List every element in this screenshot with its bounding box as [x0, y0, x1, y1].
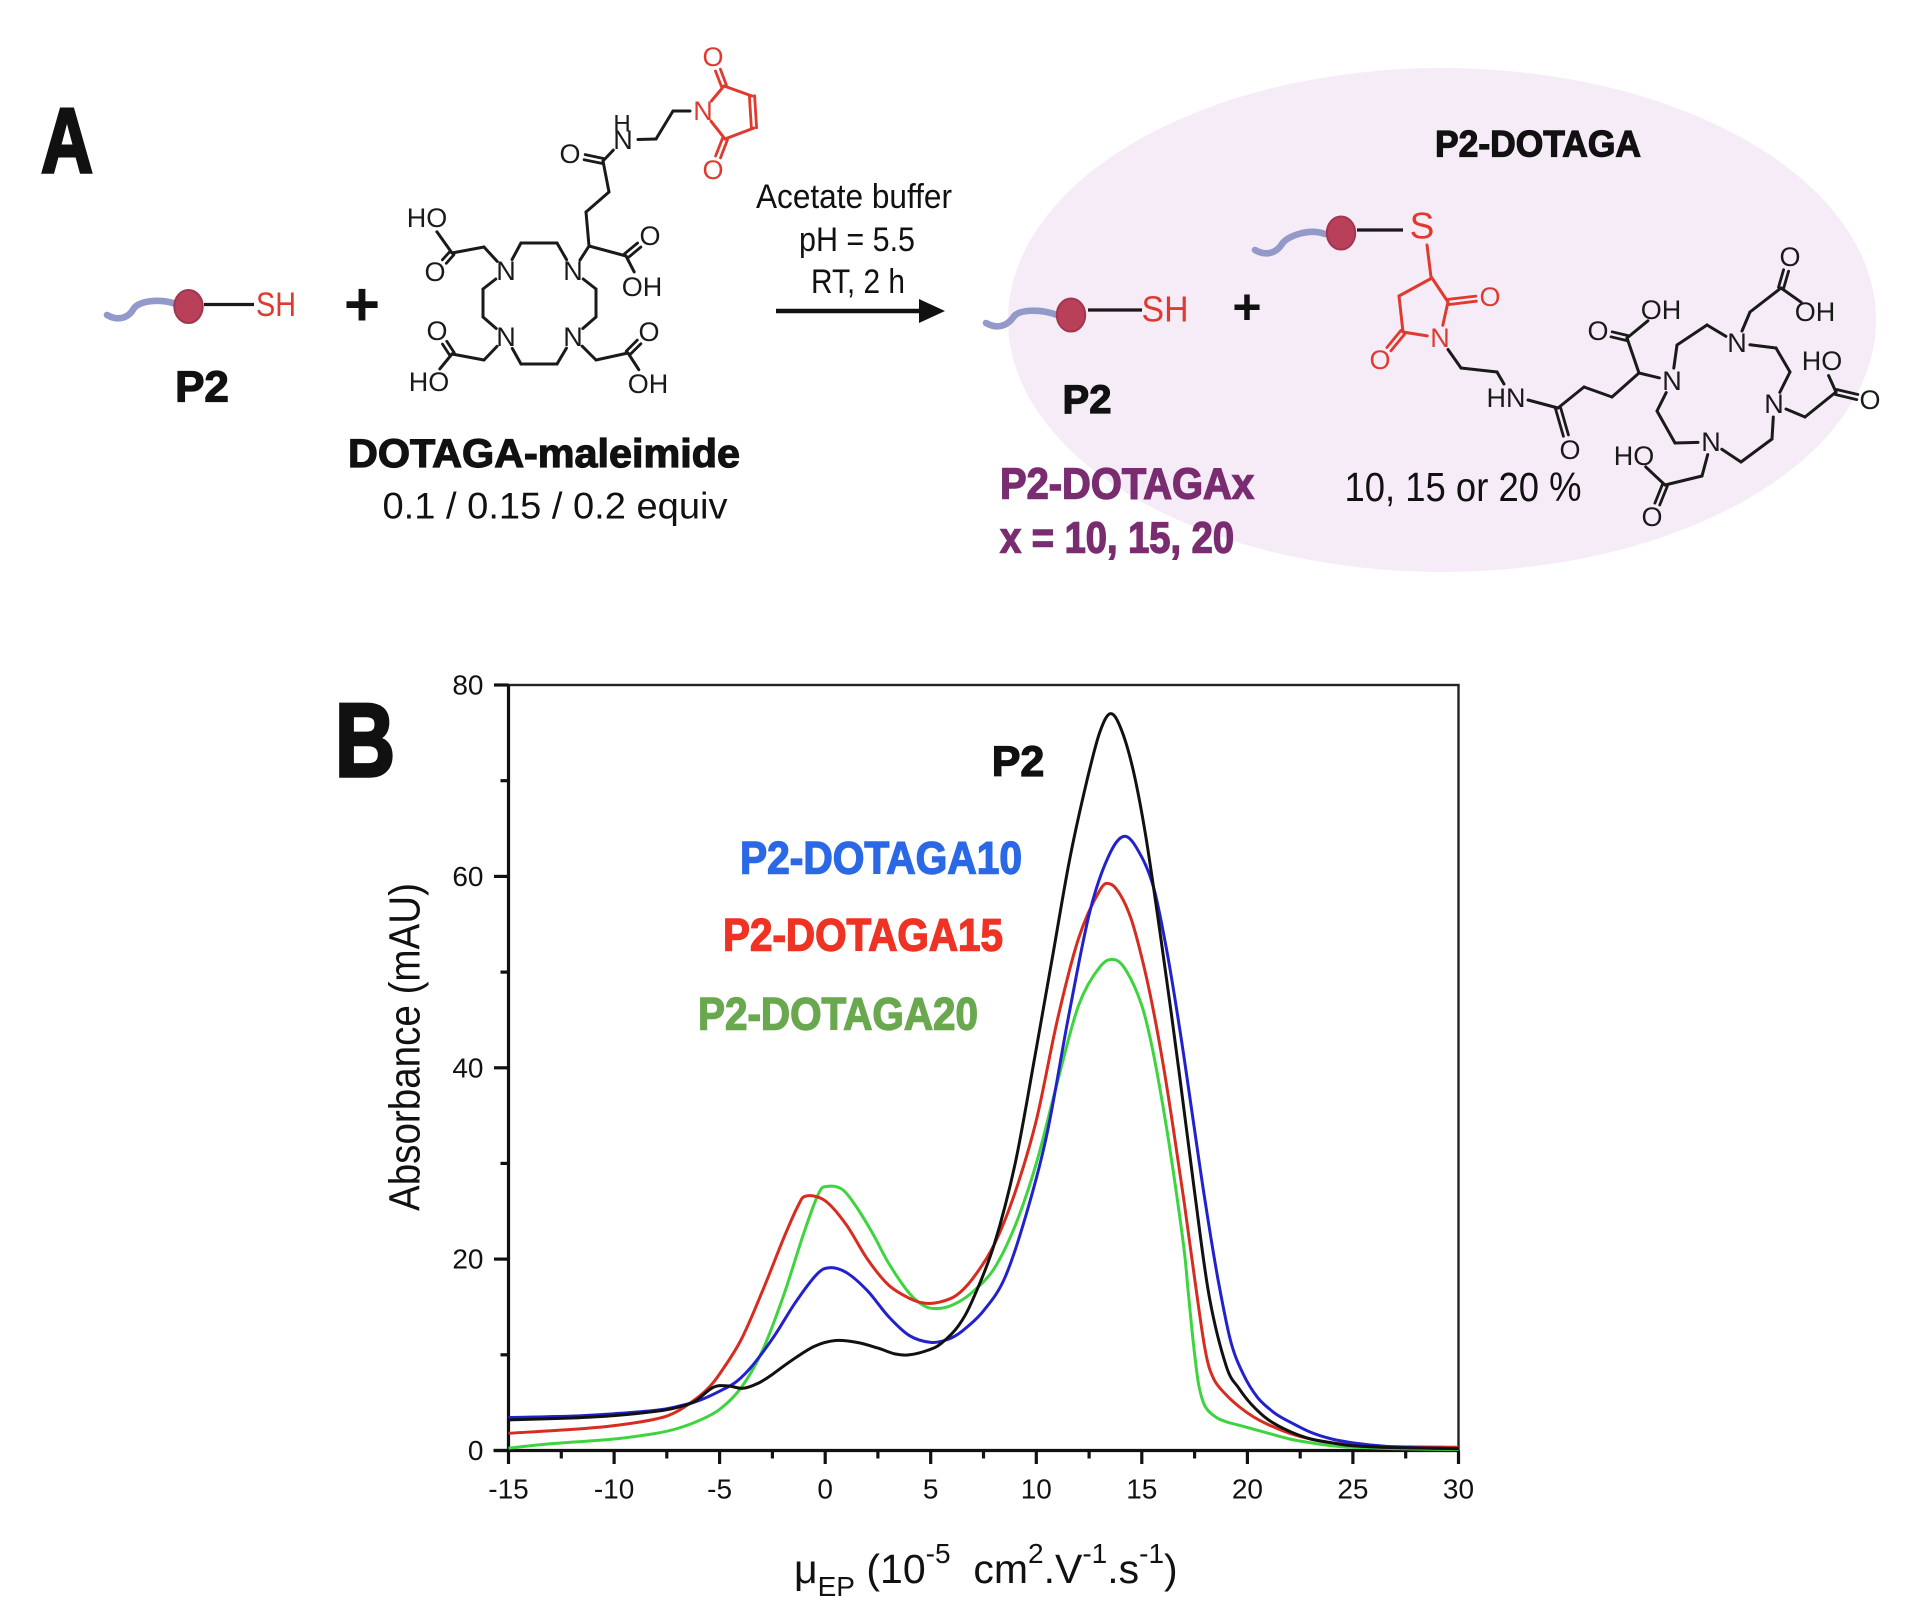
svg-text:P2-DOTAGA15: P2-DOTAGA15	[723, 910, 1003, 961]
svg-text:10, 15 or 20 %: 10, 15 or 20 %	[1345, 464, 1582, 510]
svg-text:P2-DOTAGA20: P2-DOTAGA20	[698, 989, 978, 1040]
svg-text:20: 20	[1232, 1474, 1263, 1505]
svg-text:P2-DOTAGA10: P2-DOTAGA10	[740, 833, 1022, 884]
svg-text:10: 10	[1021, 1474, 1052, 1505]
svg-text:N: N	[1662, 366, 1682, 396]
svg-text:OH: OH	[1795, 297, 1836, 327]
svg-text:SH: SH	[1142, 289, 1189, 330]
svg-text:SH: SH	[256, 286, 296, 324]
svg-text:O: O	[1779, 242, 1800, 272]
svg-text:O: O	[1587, 316, 1608, 346]
svg-text:O: O	[559, 139, 580, 169]
svg-text:5: 5	[923, 1474, 939, 1505]
svg-text:O: O	[424, 257, 445, 287]
svg-text:N: N	[1727, 328, 1747, 358]
svg-text:O: O	[639, 221, 660, 251]
svg-text:N: N	[1430, 323, 1450, 353]
svg-text:0: 0	[468, 1435, 484, 1466]
svg-text:P2-DOTAGAx: P2-DOTAGAx	[1000, 460, 1254, 509]
svg-text:S: S	[1410, 206, 1435, 247]
svg-text:P2: P2	[1063, 378, 1112, 422]
svg-text:OH: OH	[622, 272, 663, 302]
svg-text:O: O	[1559, 435, 1580, 465]
svg-text:40: 40	[452, 1052, 483, 1083]
svg-text:HO: HO	[409, 367, 450, 397]
svg-text:0.1 / 0.15 / 0.2 equiv: 0.1 / 0.15 / 0.2 equiv	[383, 486, 729, 527]
svg-text:-10: -10	[594, 1474, 634, 1505]
svg-text:B: B	[335, 683, 395, 799]
svg-text:O: O	[702, 155, 723, 185]
svg-text:O: O	[638, 317, 659, 347]
svg-text:0: 0	[817, 1474, 833, 1505]
svg-text:O: O	[426, 316, 447, 346]
svg-text:-5: -5	[707, 1474, 732, 1505]
svg-text:N: N	[1764, 389, 1784, 419]
svg-text:20: 20	[452, 1244, 483, 1275]
svg-text:x = 10, 15, 20: x = 10, 15, 20	[1000, 514, 1234, 563]
svg-text:H: H	[613, 111, 630, 138]
svg-text:O: O	[1859, 385, 1880, 415]
svg-text:OH: OH	[628, 369, 669, 399]
svg-text:N: N	[563, 256, 583, 286]
svg-text:RT, 2 h: RT, 2 h	[811, 263, 905, 301]
svg-text:N: N	[563, 322, 583, 352]
svg-text:O: O	[1369, 345, 1390, 375]
svg-text:+: +	[1232, 279, 1261, 335]
svg-text:O: O	[1479, 282, 1500, 312]
svg-text:N: N	[496, 256, 516, 286]
svg-text:HO: HO	[1802, 346, 1843, 376]
svg-text:HN: HN	[1487, 383, 1526, 413]
svg-text:25: 25	[1337, 1474, 1368, 1505]
svg-text:P2: P2	[175, 363, 229, 412]
svg-text:Absorbance (mAU): Absorbance (mAU)	[381, 883, 430, 1211]
svg-text:+: +	[344, 271, 380, 340]
svg-text:80: 80	[452, 670, 483, 701]
svg-text:HO: HO	[407, 203, 448, 233]
svg-text:N: N	[693, 96, 713, 126]
svg-text:O: O	[1641, 502, 1662, 532]
svg-text:N: N	[496, 322, 516, 352]
svg-text:OH: OH	[1641, 295, 1682, 325]
svg-text:60: 60	[452, 861, 483, 892]
svg-text:-15: -15	[488, 1474, 528, 1505]
svg-text:N: N	[1701, 427, 1721, 457]
svg-text:DOTAGA-maleimide: DOTAGA-maleimide	[348, 432, 740, 476]
svg-text:O: O	[702, 42, 723, 72]
svg-text:P2-DOTAGA: P2-DOTAGA	[1435, 124, 1641, 165]
svg-text:30: 30	[1443, 1474, 1474, 1505]
svg-text:pH = 5.5: pH = 5.5	[799, 221, 915, 259]
svg-text:15: 15	[1126, 1474, 1157, 1505]
svg-text:P2: P2	[992, 738, 1045, 786]
svg-text:Acetate buffer: Acetate buffer	[756, 178, 952, 216]
svg-text:A: A	[41, 90, 93, 192]
svg-text:μEP (10-5 cm2.V-1.s-1): μEP (10-5 cm2.V-1.s-1)	[794, 1538, 1178, 1602]
svg-text:HO: HO	[1614, 441, 1655, 471]
svg-text:N: N	[613, 125, 633, 155]
